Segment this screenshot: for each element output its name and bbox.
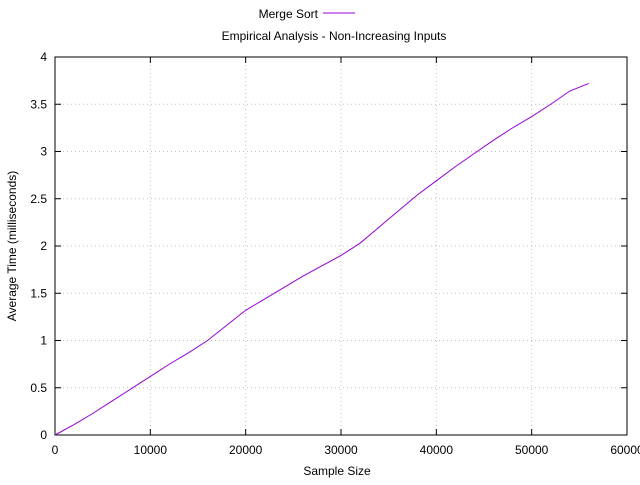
chart-title: Empirical Analysis - Non-Increasing Inpu… [222,29,447,43]
series-layer [54,82,590,436]
y-tick-label: 2 [40,239,47,253]
x-tick-label: 50000 [515,443,549,457]
grid [55,57,627,435]
y-axis-label: Average Time (milliseconds) [5,171,19,322]
x-tick-label: 30000 [324,443,358,457]
y-tick-label: 0 [40,428,47,442]
y-tick-label: 1.5 [30,286,47,300]
x-tick-label: 10000 [134,443,168,457]
x-tick-label: 20000 [229,443,263,457]
legend-label: Merge Sort [259,7,319,21]
y-tick-label: 2.5 [30,192,47,206]
y-tick-label: 4 [40,50,47,64]
legend: Merge Sort [259,7,355,21]
x-tick-label: 0 [52,443,59,457]
y-tick-label: 1 [40,334,47,348]
x-axis-label: Sample Size [303,464,371,478]
x-tick-label: 40000 [420,443,454,457]
y-tick-label: 0.5 [30,381,47,395]
series-line [54,82,590,436]
y-tick-label: 3.5 [30,97,47,111]
y-tick-label: 3 [40,145,47,159]
